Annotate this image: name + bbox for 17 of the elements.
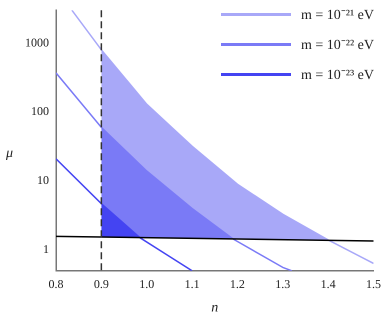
y-tick-label: 1 [43, 242, 49, 256]
y-tick-label: 100 [31, 104, 49, 118]
x-tick-label: 0.9 [94, 277, 109, 292]
x-tick-label: 1.1 [184, 277, 200, 292]
x-axis-title: n [211, 300, 218, 316]
y-tick-label: 1000 [25, 35, 49, 50]
legend-label: m = 10⁻²³ eV [300, 67, 374, 84]
y-axis-title: μ [6, 146, 14, 162]
legend-label: m = 10⁻²¹ eV [300, 7, 374, 24]
x-tick-label: 1.3 [275, 277, 290, 292]
y-tick-label: 10 [37, 173, 49, 188]
x-tick-label: 1.2 [230, 277, 245, 292]
x-tick-label: 1.5 [366, 277, 381, 292]
legend-label: m = 10⁻²² eV [300, 37, 374, 54]
x-tick-label: 0.8 [48, 277, 64, 292]
x-tick-label: 1.0 [139, 277, 154, 292]
x-tick-label: 1.4 [320, 277, 336, 292]
